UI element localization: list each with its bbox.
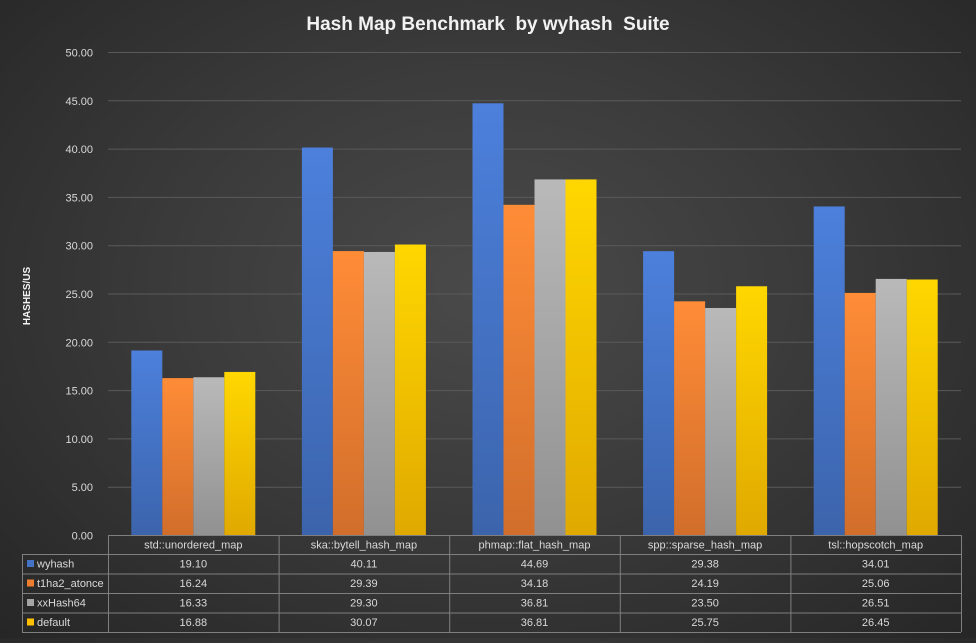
bar-t1ha2_atonce-2 [503, 204, 535, 535]
data-label: 44.69 [521, 559, 549, 571]
bar-wyhash-0 [131, 350, 163, 535]
data-label: 25.75 [691, 617, 719, 629]
legend-key-wyhash [27, 560, 34, 567]
y-axis-ticks: 0.00 5.00 10.00 15.00 20.00 25.00 30.00 35.00 40… [65, 48, 93, 543]
category-label: spp::sparse_hash_map [648, 540, 762, 552]
series-label: t1ha2_atonce [37, 578, 104, 590]
bar-t1ha2_atonce-3 [674, 301, 706, 535]
bar-default-3 [736, 286, 768, 535]
y-tick-label: 5.00 [72, 482, 93, 494]
category-label: phmap::flat_hash_map [479, 540, 591, 552]
chart-title: Hash Map Benchmark by wyhash Suite [306, 14, 669, 35]
y-tick-label: 25.00 [65, 289, 93, 301]
bar-t1ha2_atonce-0 [162, 378, 194, 535]
bar-default-4 [906, 279, 938, 535]
category-label: std::unordered_map [144, 540, 242, 552]
data-label: 30.07 [350, 617, 378, 629]
y-tick-label: 0.00 [72, 531, 93, 543]
data-label: 36.81 [521, 598, 549, 610]
y-tick-label: 15.00 [65, 386, 93, 398]
data-label: 26.51 [862, 598, 890, 610]
y-axis-label: HASHES/US [22, 267, 33, 326]
bar-t1ha2_atonce-1 [332, 251, 364, 536]
series-label: wyhash [36, 559, 74, 571]
y-tick-label: 40.00 [65, 144, 93, 156]
legend-key-t1ha2_atonce [27, 579, 34, 587]
bar-xxHash64-0 [193, 377, 225, 535]
data-label: 24.19 [691, 578, 719, 590]
series-label: xxHash64 [37, 598, 86, 610]
y-tick-label: 10.00 [65, 434, 93, 446]
bar-wyhash-2 [472, 103, 504, 535]
data-label: 29.30 [350, 598, 378, 610]
data-label: 23.50 [691, 598, 719, 610]
bar-xxHash64-3 [705, 307, 737, 535]
bar-wyhash-3 [643, 251, 675, 535]
bar-xxHash64-4 [875, 278, 907, 535]
data-label: 29.39 [350, 578, 378, 590]
y-tick-label: 20.00 [65, 337, 93, 349]
data-label: 25.06 [862, 578, 890, 590]
bar-wyhash-4 [813, 206, 845, 536]
data-label: 40.11 [351, 559, 378, 571]
bar-xxHash64-2 [534, 179, 566, 535]
bar-default-0 [224, 371, 256, 535]
category-label: tsl::hopscotch_map [828, 540, 923, 552]
data-label: 29.38 [691, 559, 719, 571]
series-label: default [37, 617, 70, 629]
data-label: 19.10 [180, 559, 208, 571]
legend-key-xxHash64 [27, 599, 34, 606]
bars [131, 103, 938, 536]
data-label: 26.45 [862, 617, 890, 629]
data-label: 16.33 [180, 598, 208, 610]
data-table: std::unordered_map ska::bytell_hash_map ph… [22, 535, 962, 633]
legend-key-default [27, 618, 34, 626]
category-label: ska::bytell_hash_map [311, 540, 417, 552]
y-tick-label: 35.00 [65, 192, 93, 204]
data-label: 34.18 [521, 578, 549, 590]
data-label: 16.24 [180, 578, 208, 590]
y-tick-label: 45.00 [65, 96, 93, 108]
data-label: 16.88 [180, 617, 208, 629]
bar-default-1 [394, 244, 426, 535]
bar-xxHash64-1 [363, 251, 395, 535]
bar-wyhash-1 [301, 147, 333, 535]
y-tick-label: 50.00 [65, 48, 93, 60]
data-label: 34.01 [862, 559, 890, 571]
y-tick-label: 30.00 [65, 241, 93, 253]
bar-default-2 [565, 179, 597, 535]
data-label: 36.81 [521, 617, 549, 629]
bar-t1ha2_atonce-4 [844, 292, 876, 535]
